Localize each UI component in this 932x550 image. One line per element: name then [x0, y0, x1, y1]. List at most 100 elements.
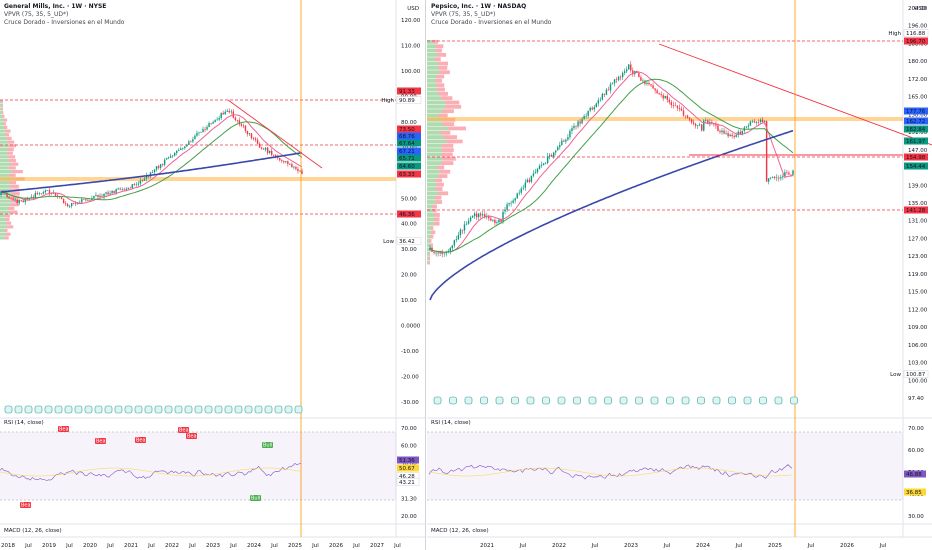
candle-body[interactable]	[765, 121, 768, 182]
candle-body[interactable]	[717, 125, 719, 132]
price-tag[interactable]	[904, 137, 928, 145]
candle-body[interactable]	[129, 187, 131, 189]
candle-body[interactable]	[532, 173, 535, 176]
earnings-event-icon[interactable]	[224, 405, 233, 414]
earnings-event-icon[interactable]	[254, 405, 263, 414]
earnings-event-icon[interactable]	[650, 396, 659, 405]
earnings-event-icon[interactable]	[573, 396, 581, 405]
candle-body[interactable]	[709, 121, 711, 124]
price-tag[interactable]	[903, 29, 929, 37]
candle-body[interactable]	[273, 154, 275, 156]
candle-body[interactable]	[105, 192, 107, 194]
candle-body[interactable]	[44, 190, 47, 193]
candle-body[interactable]	[297, 168, 299, 171]
candle-body[interactable]	[198, 132, 200, 134]
candle-body[interactable]	[48, 190, 51, 194]
candle-body[interactable]	[210, 123, 212, 124]
price-tag[interactable]	[904, 107, 928, 115]
candle-body[interactable]	[561, 140, 563, 145]
candle-body[interactable]	[121, 189, 123, 190]
earnings-event-icon[interactable]	[619, 396, 628, 405]
earnings-event-icon[interactable]	[124, 405, 133, 414]
candle-body[interactable]	[277, 156, 279, 159]
candle-body[interactable]	[163, 159, 166, 165]
earnings-event-icon[interactable]	[495, 396, 504, 405]
candle-body[interactable]	[87, 200, 89, 201]
candle-body[interactable]	[291, 164, 293, 168]
candle-body[interactable]	[725, 133, 727, 134]
candle-body[interactable]	[774, 176, 776, 178]
candle-body[interactable]	[500, 219, 502, 222]
candle-body[interactable]	[238, 120, 241, 125]
candle-body[interactable]	[165, 157, 168, 160]
earnings-event-icon[interactable]	[24, 405, 33, 414]
candle-body[interactable]	[109, 193, 111, 195]
ma-slow-line[interactable]	[429, 129, 794, 301]
candle-body[interactable]	[648, 82, 650, 85]
price-tag[interactable]	[904, 206, 928, 214]
candle-body[interactable]	[490, 218, 492, 221]
earnings-event-icon[interactable]	[164, 405, 173, 414]
candle-body[interactable]	[767, 178, 770, 182]
earnings-event-icon[interactable]	[34, 405, 43, 414]
candle-body[interactable]	[698, 124, 701, 126]
candle-body[interactable]	[540, 164, 543, 166]
candle-body[interactable]	[780, 177, 782, 179]
candle-body[interactable]	[735, 134, 737, 138]
candle-body[interactable]	[518, 192, 520, 194]
candle-body[interactable]	[228, 110, 230, 113]
candle-body[interactable]	[617, 76, 620, 80]
left-indicator-label[interactable]: Cruce Dorado - Inversiones en el Mundo	[4, 19, 125, 26]
earnings-event-icon[interactable]	[114, 405, 123, 414]
candle-body[interactable]	[153, 169, 156, 173]
candle-body[interactable]	[254, 138, 257, 140]
candle-body[interactable]	[188, 141, 190, 145]
earnings-event-icon[interactable]	[234, 405, 243, 414]
candle-body[interactable]	[151, 172, 154, 173]
candle-body[interactable]	[658, 93, 660, 95]
candle-body[interactable]	[214, 120, 216, 123]
candle-body[interactable]	[593, 107, 595, 110]
candle-body[interactable]	[587, 110, 589, 116]
candle-body[interactable]	[184, 146, 186, 149]
candle-body[interactable]	[167, 157, 170, 159]
candle-body[interactable]	[95, 194, 97, 196]
downtrend-line[interactable]	[227, 99, 323, 169]
candle-body[interactable]	[145, 175, 148, 179]
candle-body[interactable]	[0, 191, 2, 195]
candle-body[interactable]	[143, 178, 146, 181]
candle-body[interactable]	[208, 123, 210, 128]
candle-body[interactable]	[664, 95, 666, 99]
candle-body[interactable]	[603, 93, 606, 95]
candle-body[interactable]	[713, 123, 715, 124]
candle-body[interactable]	[538, 165, 541, 169]
candle-body[interactable]	[266, 147, 269, 153]
candle-body[interactable]	[660, 94, 662, 96]
candle-body[interactable]	[522, 187, 525, 189]
candle-body[interactable]	[58, 196, 61, 198]
candle-body[interactable]	[591, 107, 593, 110]
candle-body[interactable]	[258, 143, 261, 148]
candle-body[interactable]	[721, 130, 723, 133]
right-chart-pane[interactable]: USD204.00196.00188.00180.00172.00165.001…	[427, 0, 932, 550]
candle-body[interactable]	[563, 140, 565, 142]
candle-body[interactable]	[289, 163, 291, 165]
candle-body[interactable]	[178, 149, 180, 151]
candle-body[interactable]	[544, 163, 547, 164]
candle-body[interactable]	[548, 155, 551, 157]
candle-body[interactable]	[792, 170, 794, 175]
candle-body[interactable]	[281, 160, 283, 161]
price-tag[interactable]	[904, 162, 928, 170]
candle-body[interactable]	[749, 121, 752, 126]
candle-body[interactable]	[256, 139, 259, 144]
earnings-event-icon[interactable]	[84, 405, 93, 414]
ma-fast-line[interactable]	[429, 71, 794, 253]
candle-body[interactable]	[77, 203, 79, 205]
candle-body[interactable]	[498, 219, 500, 223]
candle-body[interactable]	[550, 155, 553, 157]
candle-body[interactable]	[260, 147, 263, 149]
candle-body[interactable]	[159, 164, 162, 168]
earnings-event-icon[interactable]	[526, 396, 535, 405]
rsi-line[interactable]	[428, 464, 793, 480]
candle-body[interactable]	[601, 93, 604, 100]
